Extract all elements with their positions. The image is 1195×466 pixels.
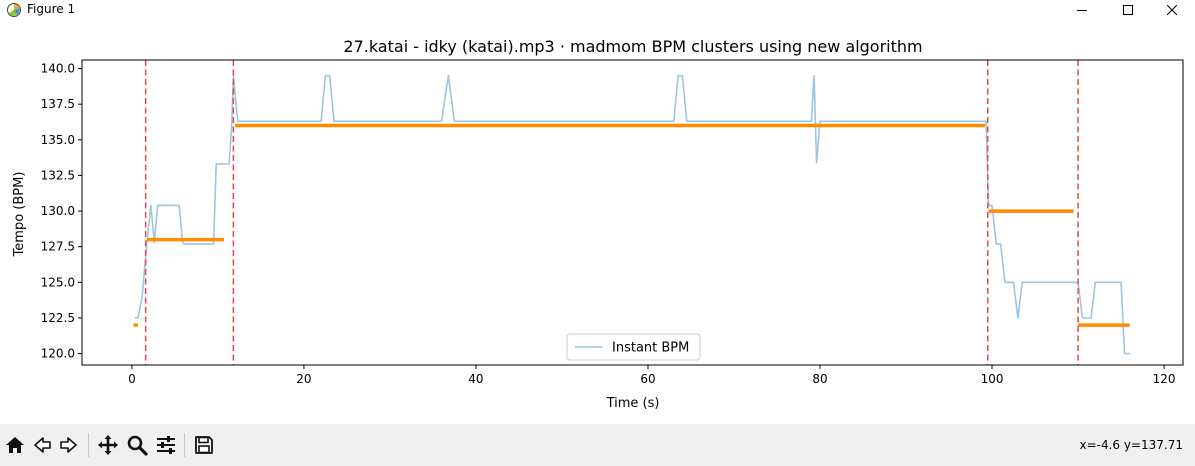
x-tick-label: 80	[812, 372, 827, 386]
chart-title: 27.katai - idky (katai).mp3 · madmom BPM…	[343, 37, 922, 56]
close-icon	[1167, 5, 1177, 15]
configure-subplots-icon	[157, 436, 175, 454]
x-tick-label: 120	[1153, 372, 1176, 386]
navigation-toolbar: x=-4.6 y=137.71	[0, 424, 1195, 466]
home-button[interactable]	[2, 432, 28, 458]
toolbar-separator	[184, 433, 185, 457]
y-tick-label: 137.5	[41, 97, 75, 111]
save-button[interactable]	[191, 432, 217, 458]
close-button[interactable]	[1149, 0, 1195, 20]
y-tick-label: 120.0	[41, 347, 75, 361]
y-tick-label: 127.5	[41, 240, 75, 254]
y-axis-label: Tempo (BPM)	[12, 172, 27, 258]
axes-frame	[81, 59, 1184, 366]
back-button[interactable]	[29, 432, 55, 458]
minimize-button[interactable]	[1059, 0, 1105, 20]
home-icon	[6, 437, 24, 453]
legend-label-instant-bpm: Instant BPM	[612, 341, 689, 356]
zoom-button[interactable]	[124, 432, 150, 458]
zoom-icon	[127, 435, 148, 456]
configure-subplots-button[interactable]	[153, 432, 179, 458]
save-icon	[195, 436, 213, 454]
y-tick-label: 140.0	[41, 62, 75, 76]
maximize-icon	[1123, 5, 1133, 15]
toolbar-separator	[88, 433, 89, 457]
maximize-button[interactable]	[1105, 0, 1151, 20]
forward-icon	[60, 437, 77, 453]
y-tick-label: 135.0	[41, 133, 75, 147]
legend-box	[566, 333, 701, 361]
x-tick-label: 0	[128, 372, 136, 386]
y-tick-label: 132.5	[41, 168, 75, 182]
x-tick-label: 20	[296, 372, 311, 386]
window-titlebar: Figure 1	[0, 0, 1195, 20]
y-tick-label: 122.5	[41, 311, 75, 325]
x-axis-label: Time (s)	[606, 396, 660, 411]
cursor-coordinates: x=-4.6 y=137.71	[1079, 438, 1183, 452]
chart-figure: 27.katai - idky (katai).mp3 · madmom BPM…	[12, 37, 1184, 411]
back-icon	[34, 437, 51, 453]
x-tick-label: 100	[981, 372, 1004, 386]
minimize-icon	[1077, 10, 1087, 11]
window-title: Figure 1	[27, 2, 76, 16]
pan-icon	[98, 435, 118, 455]
y-tick-label: 130.0	[41, 204, 75, 218]
matplotlib-icon	[7, 3, 21, 17]
pan-button[interactable]	[95, 432, 121, 458]
x-tick-label: 60	[640, 372, 655, 386]
forward-button[interactable]	[56, 432, 82, 458]
instant-bpm-line	[134, 74, 1130, 355]
y-tick-label: 125.0	[41, 275, 75, 289]
x-tick-label: 40	[468, 372, 483, 386]
plot-area[interactable]: 0 20 40 60 80 100 120 120.0 122.5 125.0 127.5 130.0…	[41, 59, 1184, 386]
